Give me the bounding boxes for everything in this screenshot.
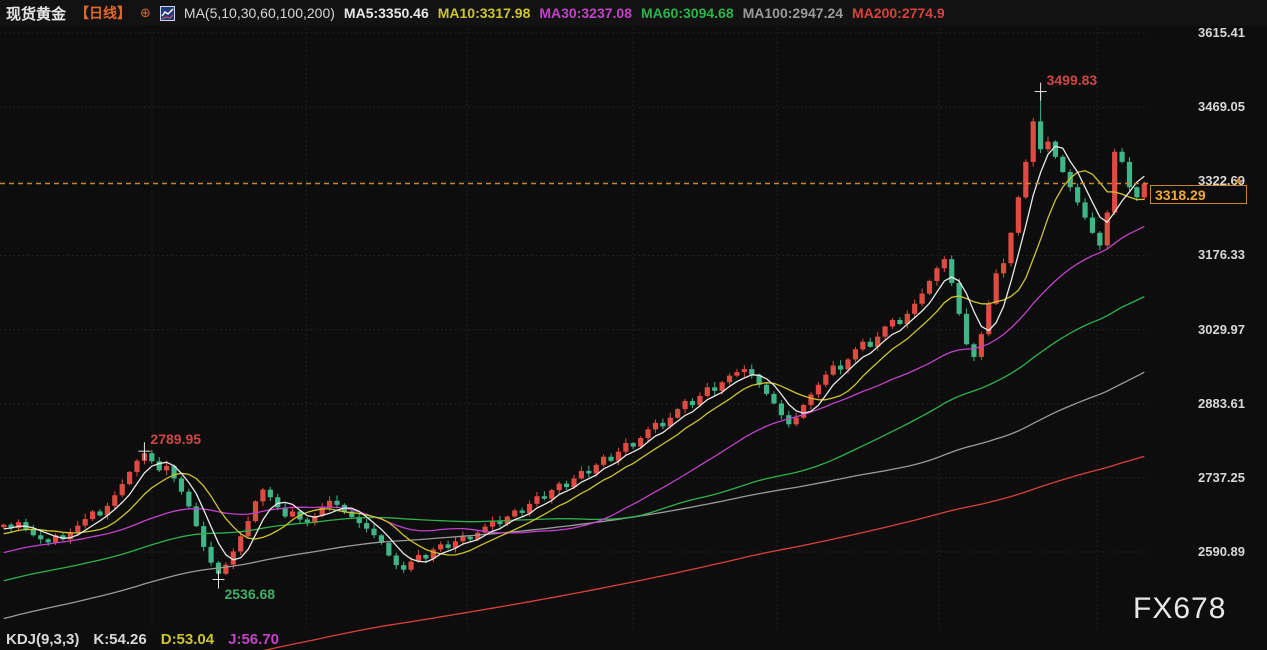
chart-header: 现货黄金 【日线】 ⊕ MA(5,10,30,60,100,200) MA5:3… (0, 0, 1267, 26)
ma30-value: MA30:3237.08 (539, 5, 632, 21)
axis-tick-label: 2883.61 (1198, 395, 1245, 411)
symbol-name: 现货黄金 (6, 5, 67, 23)
axis-tick-label: 2737.25 (1198, 469, 1245, 485)
ma100-value: MA100:2947.24 (742, 5, 844, 21)
high-annotation: 3499.83 (1046, 71, 1098, 88)
kdj-d-value: D:53.04 (160, 631, 215, 648)
ma200-value: MA200:2774.9 (852, 5, 945, 21)
last-price-value: 3318.29 (1155, 187, 1206, 204)
kdj-k-value: K:54.26 (93, 631, 147, 648)
kdj-j-value: J:56.70 (228, 631, 279, 648)
fx678-watermark: FX678 (1133, 592, 1227, 625)
axis-tick-label: 3176.33 (1198, 247, 1245, 263)
ma-group-label: MA(5,10,30,60,100,200) (183, 5, 335, 21)
axis-tick-label: 3615.41 (1198, 25, 1245, 40)
swing-low-annotation: 2536.68 (224, 586, 276, 603)
ma5-value: MA5:3350.46 (343, 5, 429, 21)
axis-tick-label: 3322.69 (1198, 173, 1245, 189)
kdj-label: KDJ(9,3,3) (6, 631, 80, 648)
axis-tick-label: 2590.89 (1198, 544, 1245, 560)
timeframe-label[interactable]: 【日线】 (75, 5, 132, 21)
axis-tick-label: 3469.05 (1198, 99, 1245, 115)
kdj-indicator-bar[interactable]: KDJ(9,3,3) K:54.26 D:53.04 J:56.70 (6, 631, 279, 648)
ma60-value: MA60:3094.68 (641, 5, 734, 21)
last-price-badge: 3318.29 (1150, 185, 1247, 205)
compare-icon[interactable]: ⊕ (140, 5, 151, 20)
ma10-value: MA10:3317.98 (437, 5, 531, 21)
axis-tick-label: 3029.97 (1198, 321, 1245, 337)
price-up-arrow-icon: ▲ (1233, 173, 1244, 186)
swing-high-annotation: 2789.95 (150, 431, 202, 448)
kline-chart-icon[interactable] (159, 5, 175, 21)
